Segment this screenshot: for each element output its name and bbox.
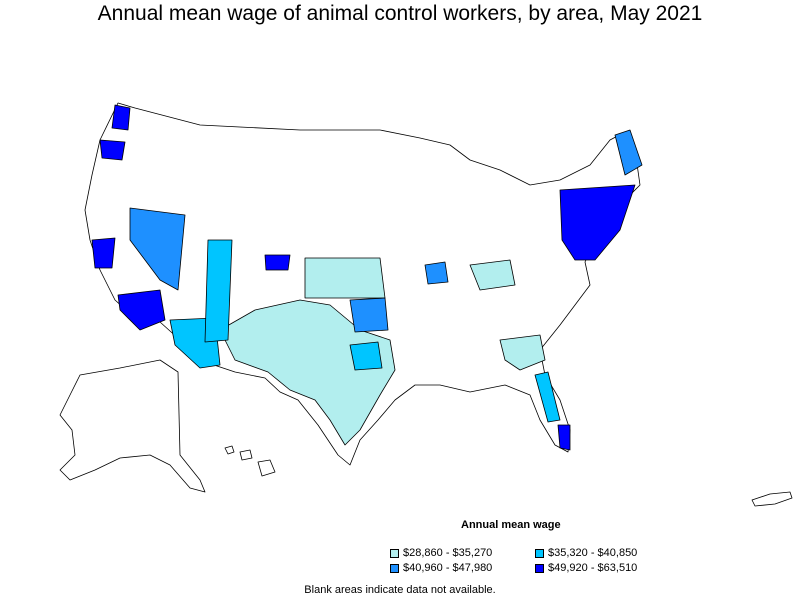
legend-label-2: $35,320 - $40,850 [548,547,638,559]
legend-swatch-4 [535,563,544,573]
region-ca-bay-deep [91,237,116,269]
region-fl-cyan [534,371,561,423]
region-co-denver-deep [264,254,291,271]
puerto-rico-outline [751,491,793,507]
region-me-blue [614,129,643,176]
region-fl-miami-deep [557,424,571,451]
legend-item-4: $49,920 - $63,510 [535,562,637,574]
map-title: Annual mean wage of animal control worke… [97,2,703,25]
legend-title: Annual mean wage [461,519,561,531]
region-ks-light [304,257,386,299]
legend-label-1: $28,860 - $35,270 [403,547,493,559]
legend-item-1: $28,860 - $35,270 [390,547,492,559]
legend-item-2: $35,320 - $40,850 [535,547,637,559]
legend-swatch-1 [390,548,399,558]
hawaii-outline [224,445,276,477]
region-mid-cyan [349,341,383,371]
region-tx-nm-light [219,299,396,446]
alaska-outline [59,359,206,493]
region-co-cyan [204,239,233,343]
region-tn-blue [424,261,449,285]
region-nv-blue [129,207,186,291]
region-or-deep [99,139,126,161]
legend-swatch-3 [390,563,399,573]
region-ky-light [469,259,516,291]
region-wa-deep [111,104,131,131]
legend-item-3: $40,960 - $47,980 [390,562,492,574]
region-ca-south-deep [117,289,166,331]
legend-swatch-2 [535,548,544,558]
footnote: Blank areas indicate data not available. [304,584,496,596]
region-northeast-deep [559,184,636,261]
legend-label-3: $40,960 - $47,980 [403,562,493,574]
region-se-light [499,334,546,371]
region-tx-blue [349,297,389,333]
legend-label-4: $49,920 - $63,510 [548,562,638,574]
